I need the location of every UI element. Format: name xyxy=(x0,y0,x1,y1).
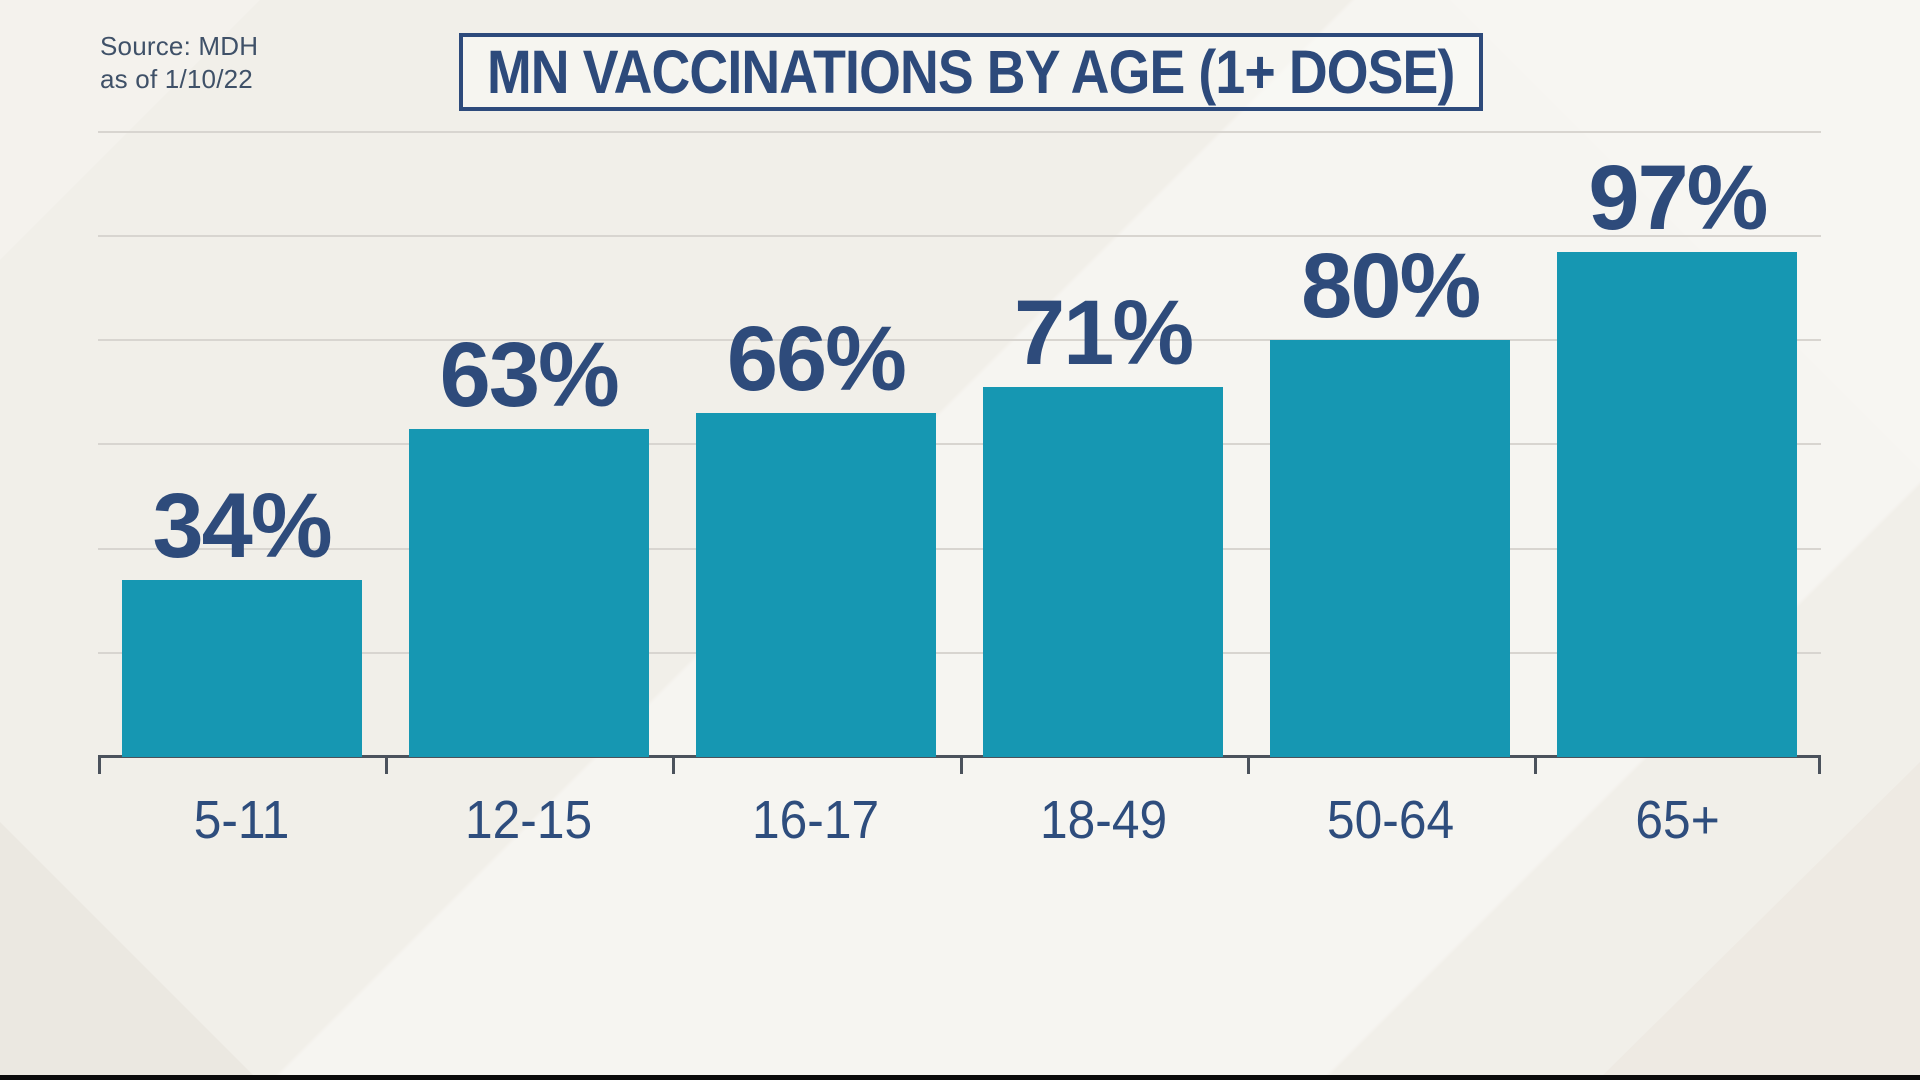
bar-5-11 xyxy=(121,579,362,757)
gridline-60pct xyxy=(98,443,1821,446)
x-axis-tick xyxy=(98,757,101,774)
bar-value-label-50-64: 80% xyxy=(1301,235,1481,338)
bar-50-64 xyxy=(1270,340,1511,757)
x-axis-label-50-64: 50-64 xyxy=(1326,790,1454,850)
bar-65+ xyxy=(1557,251,1798,757)
source-line-2: as of 1/10/22 xyxy=(100,64,253,94)
gridline-80pct xyxy=(98,339,1821,342)
bar-value-label-12-15: 63% xyxy=(439,323,620,426)
chart-title: MN VACCINATIONS BY AGE (1+ DOSE) xyxy=(487,38,1455,106)
chart-title-box: MN VACCINATIONS BY AGE (1+ DOSE) xyxy=(459,33,1483,111)
bar-value-label-5-11: 34% xyxy=(152,474,333,577)
bar-value-label-18-49: 71% xyxy=(1014,282,1194,385)
bar-column-65+: 97% 65+ xyxy=(1534,0,1821,847)
x-axis-tick xyxy=(1818,757,1821,774)
gridline-120pct xyxy=(98,130,1821,133)
source-attribution: Source: MDH as of 1/10/22 xyxy=(100,30,258,96)
bottom-letterbox-strip xyxy=(0,1075,1920,1080)
x-axis-tick xyxy=(672,757,676,774)
bar-18-49 xyxy=(983,387,1224,757)
gridline-40pct xyxy=(98,547,1821,550)
bar-column-18-49: 71% 18-49 xyxy=(960,0,1247,847)
x-axis-tick xyxy=(959,757,963,774)
bar-12-15 xyxy=(408,428,649,757)
x-axis-label-5-11: 5-11 xyxy=(193,790,290,850)
x-axis-label-12-15: 12-15 xyxy=(465,790,593,850)
x-axis-tick xyxy=(1246,757,1250,774)
bar-column-16-17: 66% 16-17 xyxy=(672,0,959,847)
bar-column-50-64: 80% 50-64 xyxy=(1247,0,1534,847)
x-axis-label-65+: 65+ xyxy=(1635,790,1720,850)
x-axis-label-18-49: 18-49 xyxy=(1039,790,1167,850)
gridline-20pct xyxy=(98,651,1821,654)
bar-value-label-16-17: 66% xyxy=(726,308,907,411)
x-axis-tick xyxy=(385,757,389,774)
x-axis-label-16-17: 16-17 xyxy=(752,790,880,850)
x-axis-line xyxy=(98,755,1821,758)
source-line-1: Source: MDH xyxy=(100,31,259,61)
bar-value-label-65+: 97% xyxy=(1588,146,1768,249)
bar-16-17 xyxy=(695,413,936,757)
bar-column-12-15: 63% 12-15 xyxy=(385,0,672,847)
bar-chart-plot: 34% 5-11 63% 12-15 66% 16-17 71% 18-49 80% 50-64 9… xyxy=(98,0,1821,847)
gridline-100pct xyxy=(98,235,1821,237)
x-axis-tick xyxy=(1533,757,1537,774)
bar-column-5-11: 34% 5-11 xyxy=(98,0,385,847)
